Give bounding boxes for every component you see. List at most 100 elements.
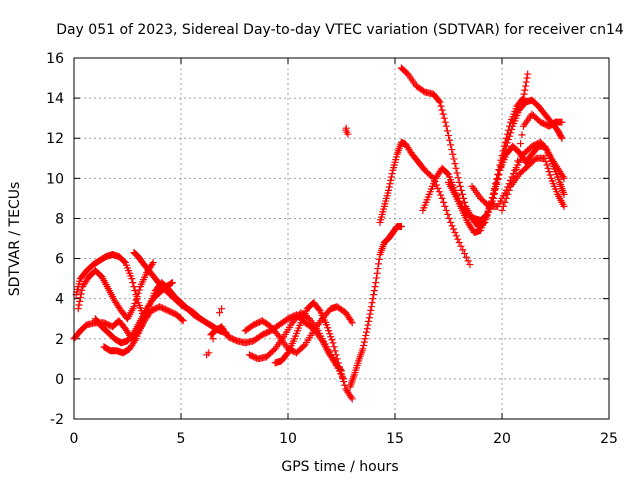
data-point	[452, 232, 460, 240]
data-point	[397, 222, 405, 230]
data-point	[341, 381, 349, 389]
series-outlier-1	[342, 124, 352, 138]
y-tick-label: 16	[46, 51, 64, 67]
data-point	[364, 321, 372, 329]
y-tick-label: 0	[55, 372, 64, 388]
data-point	[524, 70, 532, 78]
data-point	[440, 198, 448, 206]
data-point	[507, 129, 515, 137]
data-point	[331, 347, 339, 355]
data-point	[503, 139, 511, 147]
data-point	[455, 178, 463, 186]
x-tick-label: 0	[70, 431, 79, 447]
data-point	[365, 314, 373, 322]
data-point	[514, 157, 522, 165]
series-track-12	[376, 138, 474, 269]
data-point	[442, 122, 450, 130]
data-point	[120, 258, 128, 266]
data-points	[70, 64, 568, 403]
data-point	[326, 330, 334, 338]
data-point	[449, 225, 457, 233]
data-point	[167, 279, 175, 287]
data-point	[195, 314, 203, 322]
data-point	[385, 183, 393, 191]
data-point	[375, 260, 383, 268]
data-point	[388, 170, 396, 178]
data-point	[455, 239, 463, 247]
data-point	[452, 164, 460, 172]
data-point	[504, 190, 512, 198]
data-point	[520, 90, 528, 98]
data-point	[131, 336, 139, 344]
data-point	[367, 306, 375, 314]
data-point	[521, 86, 529, 94]
y-tick-label: 6	[55, 252, 64, 268]
data-point	[464, 257, 472, 265]
data-point	[387, 176, 395, 184]
data-point	[493, 178, 501, 186]
data-point	[501, 198, 509, 206]
data-point	[491, 186, 499, 194]
data-point	[347, 317, 355, 325]
data-point	[488, 194, 496, 202]
data-point	[361, 335, 369, 343]
y-tick-label: 14	[46, 91, 64, 107]
data-point	[363, 325, 371, 333]
data-point	[332, 351, 340, 359]
data-point	[541, 154, 549, 162]
x-tick-label: 20	[493, 431, 511, 447]
data-point	[367, 303, 375, 311]
data-point	[300, 342, 308, 350]
data-point	[522, 82, 530, 90]
data-point	[132, 296, 140, 304]
series-outlier-2	[203, 305, 226, 359]
plot-frame	[73, 57, 610, 420]
data-point	[365, 317, 373, 325]
data-point	[77, 290, 85, 298]
data-point	[327, 333, 335, 341]
data-point	[347, 393, 355, 401]
data-point	[505, 186, 513, 194]
x-tick-label: 15	[386, 431, 404, 447]
y-tick-label: 4	[55, 292, 64, 308]
data-point	[323, 321, 331, 329]
data-point	[509, 170, 517, 178]
series-track-16	[468, 138, 568, 210]
data-point	[438, 194, 446, 202]
data-point	[209, 335, 217, 343]
data-point	[330, 343, 338, 351]
data-point	[75, 301, 83, 309]
data-point	[492, 182, 500, 190]
data-point	[148, 260, 156, 268]
x-axis-label: GPS time / hours	[281, 459, 398, 475]
data-point	[369, 295, 377, 303]
data-point	[338, 370, 345, 378]
y-tick-label: 12	[46, 131, 64, 147]
data-point	[339, 374, 347, 382]
data-point	[558, 118, 566, 126]
data-point	[512, 166, 520, 174]
data-point	[387, 173, 395, 181]
data-point	[375, 255, 383, 263]
data-point	[505, 132, 513, 140]
data-point	[324, 324, 332, 332]
data-point	[451, 228, 459, 236]
data-point	[449, 150, 457, 158]
data-point	[315, 305, 323, 313]
y-tick-label: -2	[50, 412, 64, 428]
data-point	[466, 261, 474, 269]
data-point	[450, 155, 458, 163]
data-point	[544, 164, 552, 172]
y-tick-label: 8	[55, 211, 64, 227]
data-point	[546, 171, 554, 179]
data-point	[438, 106, 446, 114]
y-axis-label: SDTVAR / TECUs	[7, 182, 23, 297]
series-track-17	[498, 154, 568, 214]
series-track-3	[74, 259, 157, 323]
chart-title: Day 051 of 2023, Sidereal Day-to-day VTE…	[56, 22, 624, 38]
data-point	[370, 287, 378, 295]
data-point	[454, 174, 462, 182]
data-point	[179, 317, 187, 325]
data-point	[371, 283, 379, 291]
data-point	[499, 202, 507, 210]
